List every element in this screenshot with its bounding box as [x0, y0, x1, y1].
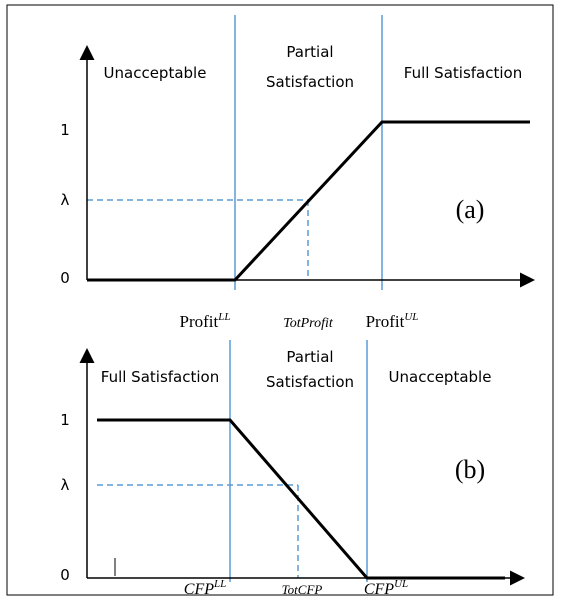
panel-label: (a) [456, 195, 485, 224]
x-label: TotCFP [282, 582, 323, 597]
x-label-sup: UL [394, 578, 408, 590]
region-label: Satisfaction [266, 373, 354, 391]
y-label: 0 [60, 566, 70, 584]
x-label-sup: LL [217, 311, 230, 323]
y-label: 1 [60, 121, 70, 139]
frame [6, 4, 554, 596]
y-label: 1 [60, 411, 70, 429]
region-label: Partial [286, 348, 333, 366]
x-label-sup: LL [213, 578, 226, 590]
panel-label: (b) [455, 455, 485, 484]
membership-function [87, 120, 530, 282]
x-label: ProfitLL [180, 311, 231, 331]
region-label: Unacceptable [389, 368, 492, 386]
x-label: CFPUL [364, 578, 408, 598]
panel-b: Full Satisfaction Partial Satisfaction U… [60, 340, 525, 598]
y-label: 0 [60, 269, 70, 287]
region-label: Full Satisfaction [404, 64, 522, 82]
x-label: CFPLL [184, 578, 226, 598]
x-label: ProfitUL [366, 311, 419, 331]
region-label: Unacceptable [104, 64, 207, 82]
y-label: λ [61, 191, 70, 209]
y-label: λ [61, 476, 70, 494]
region-label: Satisfaction [266, 73, 354, 91]
membership-function [97, 418, 505, 580]
panel-a: Unacceptable Partial Satisfaction Full S… [60, 15, 535, 331]
x-label: TotProfit [283, 316, 334, 331]
x-label-base: Profit [180, 312, 219, 331]
x-label-base: CFP [364, 581, 394, 598]
region-label: Full Satisfaction [101, 368, 219, 386]
region-label: Partial [286, 43, 333, 61]
x-label-sup: UL [404, 311, 418, 323]
x-label-base: CFP [184, 581, 214, 598]
x-label-base: Profit [366, 312, 405, 331]
